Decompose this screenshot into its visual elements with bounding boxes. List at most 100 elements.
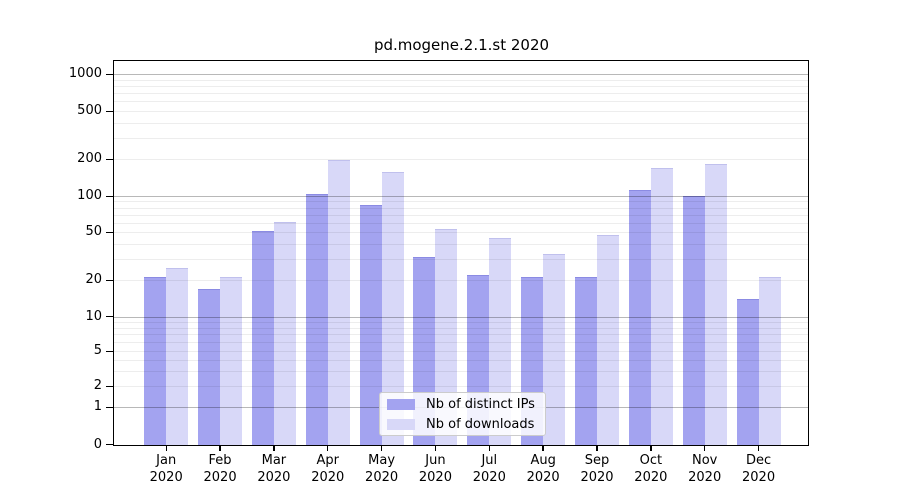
major-gridline bbox=[114, 196, 809, 197]
y-tick-label: 2 bbox=[93, 378, 102, 393]
x-tick-label-jul: Jul 2020 bbox=[472, 453, 506, 485]
minor-gridline bbox=[114, 201, 809, 203]
minor-gridline bbox=[114, 370, 809, 372]
minor-gridline bbox=[114, 122, 809, 124]
y-tick-label: 500 bbox=[77, 103, 102, 118]
x-axis-tick bbox=[704, 446, 706, 451]
x-tick-label-apr: Apr 2020 bbox=[311, 453, 345, 485]
legend-swatch-downloads bbox=[387, 418, 415, 430]
y-tick-label: 200 bbox=[77, 151, 102, 166]
y-axis-tick bbox=[106, 444, 113, 446]
minor-gridline bbox=[114, 207, 809, 209]
minor-gridline bbox=[114, 258, 809, 260]
legend-label-downloads: Nb of downloads bbox=[426, 416, 535, 432]
y-axis-tick bbox=[106, 406, 113, 409]
minor-gridline bbox=[114, 386, 809, 387]
bar-downloads-may bbox=[381, 171, 404, 445]
x-axis-tick bbox=[434, 446, 437, 451]
y-tick-label: 1000 bbox=[68, 66, 102, 81]
minor-gridline bbox=[114, 321, 809, 323]
legend: Nb of distinct IPs Nb of downloads bbox=[379, 392, 546, 436]
x-axis-tick bbox=[273, 446, 275, 451]
x-tick-label-jan: Jan 2020 bbox=[149, 453, 183, 485]
x-tick-label-jun: Jun 2020 bbox=[418, 453, 452, 485]
x-tick-label-aug: Aug 2020 bbox=[526, 453, 560, 485]
bar-distinct-ips-jan bbox=[144, 277, 167, 445]
bar-downloads-jun bbox=[435, 228, 458, 445]
x-axis-tick bbox=[327, 446, 329, 451]
y-axis-tick bbox=[106, 231, 113, 233]
minor-gridline bbox=[114, 243, 809, 245]
y-tick-label: 50 bbox=[85, 224, 102, 239]
x-axis-tick bbox=[757, 446, 760, 451]
bar-downloads-jan bbox=[166, 268, 189, 445]
minor-gridline bbox=[114, 327, 809, 329]
y-axis-tick bbox=[106, 195, 113, 197]
bar-downloads-apr bbox=[327, 159, 350, 445]
bar-downloads-dec bbox=[758, 277, 781, 445]
legend-label-distinct-ips: Nb of distinct IPs bbox=[426, 396, 535, 412]
minor-gridline bbox=[114, 85, 809, 87]
bar-distinct-ips-nov bbox=[682, 196, 705, 445]
y-axis-tick bbox=[106, 385, 113, 387]
y-axis-tick bbox=[106, 73, 113, 75]
x-axis-tick bbox=[542, 446, 544, 451]
x-axis-tick bbox=[650, 446, 652, 451]
x-tick-label-dec: Dec 2020 bbox=[742, 453, 776, 485]
bar-distinct-ips-apr bbox=[305, 194, 328, 445]
legend-row-distinct-ips: Nb of distinct IPs bbox=[380, 396, 545, 413]
minor-gridline bbox=[114, 334, 809, 336]
minor-gridline bbox=[114, 79, 809, 81]
legend-row-downloads: Nb of downloads bbox=[380, 416, 545, 433]
bar-distinct-ips-mar bbox=[251, 230, 274, 445]
minor-gridline bbox=[114, 222, 809, 224]
y-axis-tick bbox=[106, 279, 113, 281]
minor-gridline bbox=[114, 101, 809, 103]
major-gridline bbox=[114, 316, 809, 318]
x-tick-label-may: May 2020 bbox=[365, 453, 399, 485]
x-tick-label-feb: Feb 2020 bbox=[203, 453, 237, 485]
y-tick-label: 0 bbox=[93, 436, 102, 452]
minor-gridline bbox=[114, 93, 809, 95]
x-axis-tick bbox=[380, 446, 383, 451]
bar-downloads-mar bbox=[273, 221, 296, 445]
chart-title: pd.mogene.2.1.st 2020 bbox=[373, 36, 550, 54]
bar-downloads-sep bbox=[597, 235, 619, 445]
y-axis-tick bbox=[106, 110, 113, 112]
y-axis-tick bbox=[106, 316, 113, 318]
y-tick-label: 20 bbox=[85, 272, 102, 287]
minor-gridline bbox=[114, 214, 809, 216]
minor-gridline bbox=[114, 232, 809, 233]
bar-downloads-aug bbox=[543, 253, 566, 445]
bar-distinct-ips-feb bbox=[198, 288, 221, 445]
minor-gridline bbox=[114, 159, 809, 160]
bar-downloads-oct bbox=[650, 167, 673, 445]
minor-gridline bbox=[114, 111, 809, 112]
minor-gridline bbox=[114, 341, 809, 343]
y-tick-label: 10 bbox=[85, 308, 102, 324]
y-tick-label: 100 bbox=[77, 188, 102, 203]
y-tick-label: 1 bbox=[93, 399, 102, 415]
y-axis-tick bbox=[106, 158, 113, 160]
minor-gridline bbox=[114, 359, 809, 361]
x-tick-label-sep: Sep 2020 bbox=[580, 453, 614, 485]
legend-swatch-distinct-ips bbox=[387, 398, 415, 410]
bar-distinct-ips-sep bbox=[575, 277, 597, 445]
x-axis-tick bbox=[488, 446, 490, 451]
minor-gridline bbox=[114, 280, 809, 281]
x-axis-tick bbox=[596, 446, 598, 451]
x-tick-label-nov: Nov 2020 bbox=[688, 453, 722, 485]
bar-distinct-ips-oct bbox=[628, 189, 651, 445]
bar-distinct-ips-dec bbox=[736, 298, 759, 445]
minor-gridline bbox=[114, 137, 809, 139]
bar-downloads-feb bbox=[220, 277, 243, 445]
x-axis-tick bbox=[219, 446, 221, 451]
major-gridline bbox=[114, 74, 809, 75]
y-tick-label: 5 bbox=[93, 343, 102, 358]
x-tick-label-mar: Mar 2020 bbox=[257, 453, 291, 485]
x-axis-tick bbox=[165, 446, 167, 451]
x-tick-label-oct: Oct 2020 bbox=[634, 453, 668, 485]
minor-gridline bbox=[114, 351, 809, 352]
bar-downloads-nov bbox=[704, 164, 727, 445]
